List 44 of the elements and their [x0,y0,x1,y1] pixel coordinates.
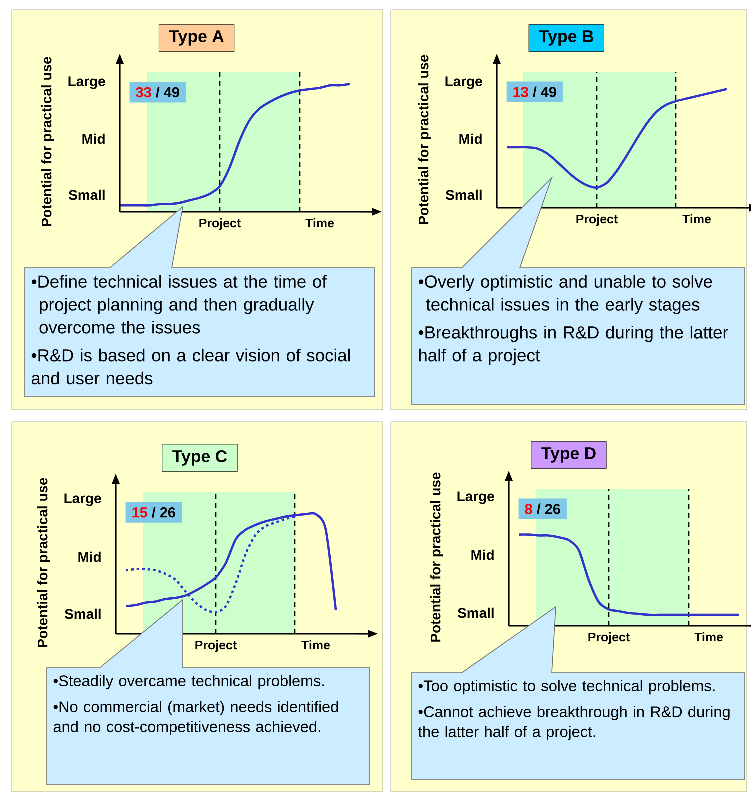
text: Large [446,76,482,90]
text: •R&D is based on a clear vision of social and user needs [32,348,350,385]
text: Mid [78,552,101,562]
chart-title: Type C [172,450,228,466]
text: 8 [525,504,532,514]
y-axis-title: Potential for practical use [41,57,54,226]
text: / 26 [536,504,560,515]
text: Mid [472,550,494,560]
chart-title: Type A [169,30,224,46]
x-tick-label: Time [682,214,712,224]
y-axis-title: Potential for practical use [37,478,50,648]
x-tick-label: Project [200,218,241,230]
x-tick-label: Project [588,632,630,644]
text: Small [68,190,105,200]
text: •Too optimistic to solve technical problems. [418,680,715,695]
text: Small [446,190,482,200]
annotation: 13 [514,87,528,98]
annotation: / 26 [152,507,176,518]
text: Small [64,608,101,620]
text: Mid [460,134,482,144]
text: Mid [82,134,105,144]
text: •Overly optimistic and unable to solve technical issues in the early stages [418,275,712,314]
text: Large [64,494,102,506]
text: Large [68,76,106,90]
x-tick-label: Project [576,214,618,226]
y-axis-title: Potential for practical use [430,472,444,642]
text: Large [458,492,494,504]
x-tick-label: Project [196,640,237,652]
chart-title: Type D [542,448,596,463]
x-tick-label: Time [302,640,330,650]
text: Small [458,608,494,618]
annotation: 33 [136,87,152,98]
chart-title: Type B [539,30,594,46]
text: •Cannot achieve breakthrough in R&D during the latter half of a project. [418,706,730,740]
text: •Steadily overcame technical problems. [54,675,324,690]
text: •No commercial (market) needs identified and no cost-competitiveness achieved. [54,701,338,736]
y-axis-title: Potential for practical use [418,55,432,224]
annotation: / 49 [533,86,556,98]
annotation: 15 [132,508,148,518]
annotation: / 49 [156,87,180,98]
x-tick-label: Time [694,632,724,642]
text: •Define technical issues at the time of project planning and then gradually overcome the issues [32,275,328,334]
text: •Breakthroughs in R&D during the latter half of a project [418,326,728,366]
x-tick-label: Time [306,218,334,228]
